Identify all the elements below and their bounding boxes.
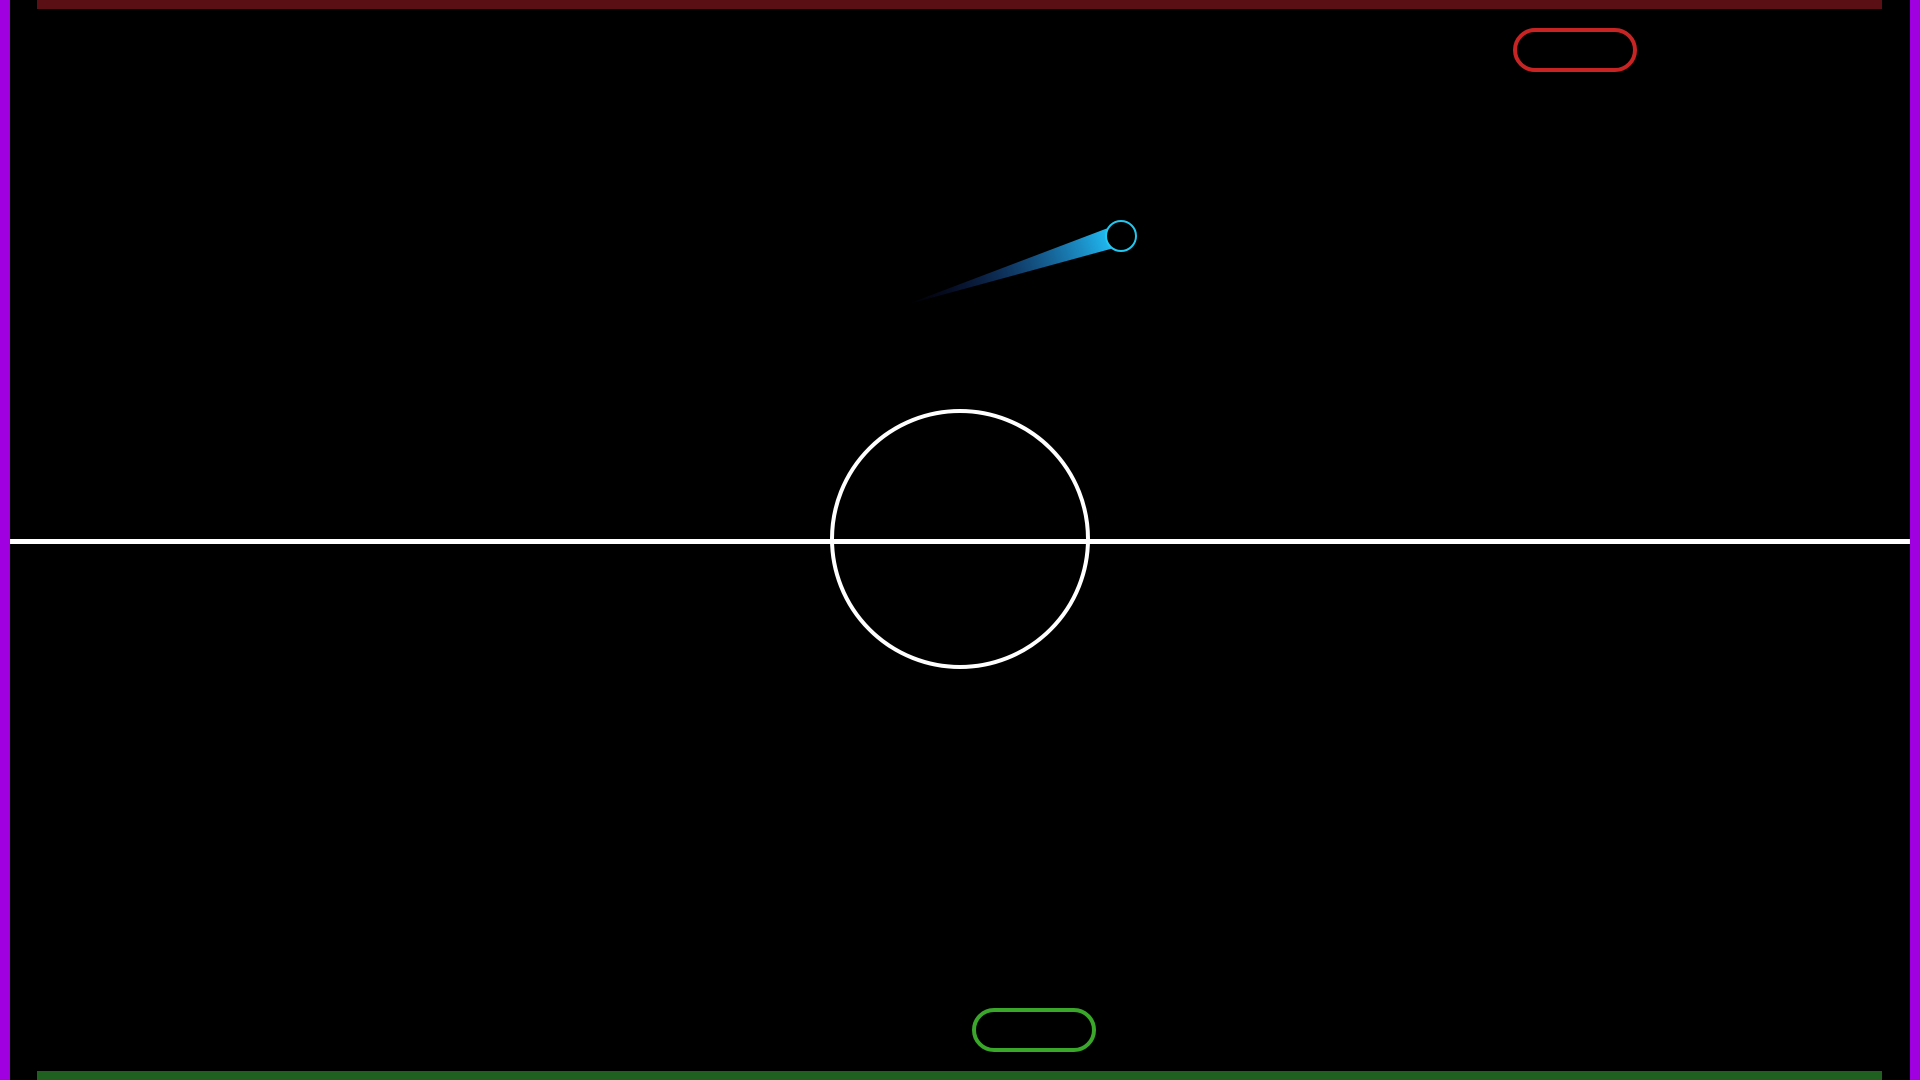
right-wall	[1910, 0, 1920, 1080]
player-paddle-icon[interactable]	[972, 1008, 1096, 1052]
opponent-paddle-icon[interactable]	[1513, 28, 1637, 72]
ball-trail	[905, 228, 1114, 305]
center-circle	[830, 409, 1090, 669]
player-goal-zone	[37, 1071, 1882, 1080]
center-line	[10, 539, 1910, 544]
ball-icon[interactable]	[1105, 220, 1137, 252]
left-wall	[0, 0, 10, 1080]
opponent-goal-zone	[37, 0, 1882, 9]
